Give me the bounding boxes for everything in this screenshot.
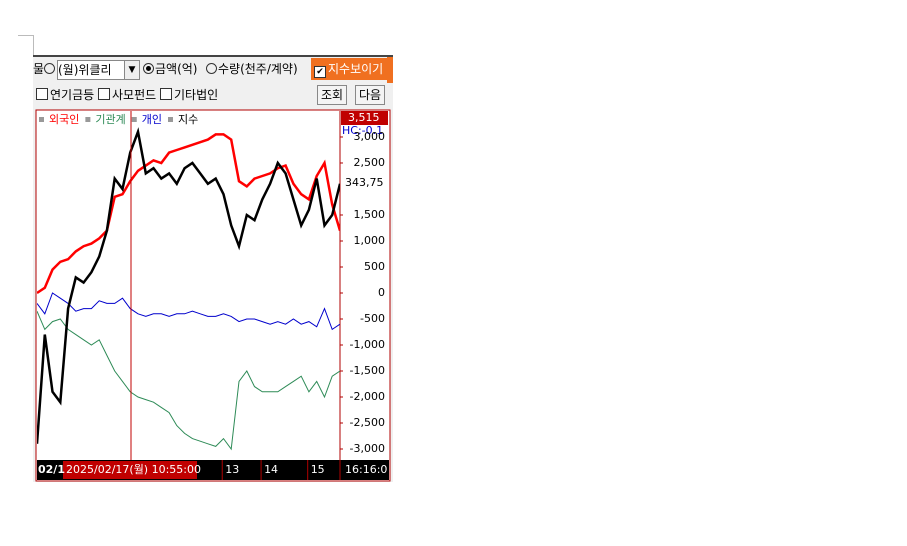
checkbox[interactable] (160, 88, 172, 100)
button[interactable]: 조회 (317, 85, 348, 105)
legend-swatch (39, 117, 44, 122)
y-tick-label: 1,000 (354, 234, 386, 247)
x-tick-label: 13 (225, 463, 239, 476)
legend-swatch (168, 117, 173, 122)
label: 물 (33, 62, 45, 76)
radio[interactable] (143, 63, 154, 74)
y-tick-label: -1,500 (350, 364, 385, 377)
x-tick-label: 15 (311, 463, 325, 476)
y-tick-label: 3,000 (354, 130, 386, 143)
label: 금액(억) (155, 62, 198, 76)
label: 사모펀드 (112, 88, 157, 102)
filters: 연기금등 사모펀드 기타법인 (36, 86, 218, 104)
checkbox[interactable] (36, 88, 48, 100)
legend-entry: 외국인 (49, 113, 79, 126)
legend-swatch (85, 117, 91, 122)
time-label: 16:16:0 (345, 463, 387, 476)
hc-label: HC:-0.1 (342, 124, 383, 137)
period-select[interactable]: (월)위클리 (57, 60, 125, 80)
radio-quantity[interactable]: 수량(천주/계약) (206, 60, 298, 78)
legend-entry: 기관계 (95, 113, 125, 126)
crosshair-label: 2025/02/17(월) 10:55:00 (66, 463, 201, 476)
top-tag (341, 111, 388, 125)
y-tick-label: -3,000 (350, 442, 385, 455)
legend-entry: 지수 (178, 113, 198, 126)
index-tag-label: 343,75 (345, 176, 384, 189)
series-line (37, 311, 340, 451)
dropdown-arrow[interactable]: ▼ (124, 60, 140, 80)
y-tick-label: 0 (378, 286, 385, 299)
radio[interactable] (206, 63, 217, 74)
legend-swatch (131, 117, 137, 122)
orange-edge (387, 57, 393, 83)
frame-edge (33, 35, 34, 55)
show-index[interactable]: ✔ 지수보이기 (311, 58, 387, 80)
label: 기타법인 (174, 88, 219, 102)
series-line (37, 292, 340, 331)
label: 수량(천주/계약) (218, 62, 298, 76)
y-tick-label: -2,000 (350, 390, 385, 403)
button[interactable]: 다음 (355, 85, 386, 105)
radio-amount[interactable]: 금액(억) (143, 60, 197, 78)
label: 지수보이기 (328, 62, 384, 76)
y-tick-label: 2,500 (354, 156, 386, 169)
label: 연기금등 (50, 88, 95, 102)
series-line (37, 127, 340, 444)
crosshair-tag (63, 461, 197, 479)
legend-entry: 개인 (142, 113, 162, 126)
radio[interactable] (44, 63, 56, 74)
series-line (37, 133, 340, 295)
y-tick-label: 500 (364, 260, 385, 273)
select-text: (월)위클리 (58, 63, 112, 77)
x-tick-label: 02/1 (38, 463, 65, 476)
period-prefix: 물 (33, 60, 56, 78)
checkbox[interactable] (98, 88, 110, 100)
y-tick-label: 1,500 (354, 208, 386, 221)
index-tag (341, 176, 388, 190)
y-tick-label: -2,500 (350, 416, 385, 429)
chart-frame (35, 109, 391, 482)
x-tick-label: 14 (264, 463, 278, 476)
top-tag-label: 3,515 (348, 111, 380, 124)
frame-edge (18, 35, 33, 36)
y-tick-label: -1,000 (350, 338, 385, 351)
checkbox[interactable]: ✔ (314, 66, 326, 78)
y-tick-label: -500 (360, 312, 385, 325)
